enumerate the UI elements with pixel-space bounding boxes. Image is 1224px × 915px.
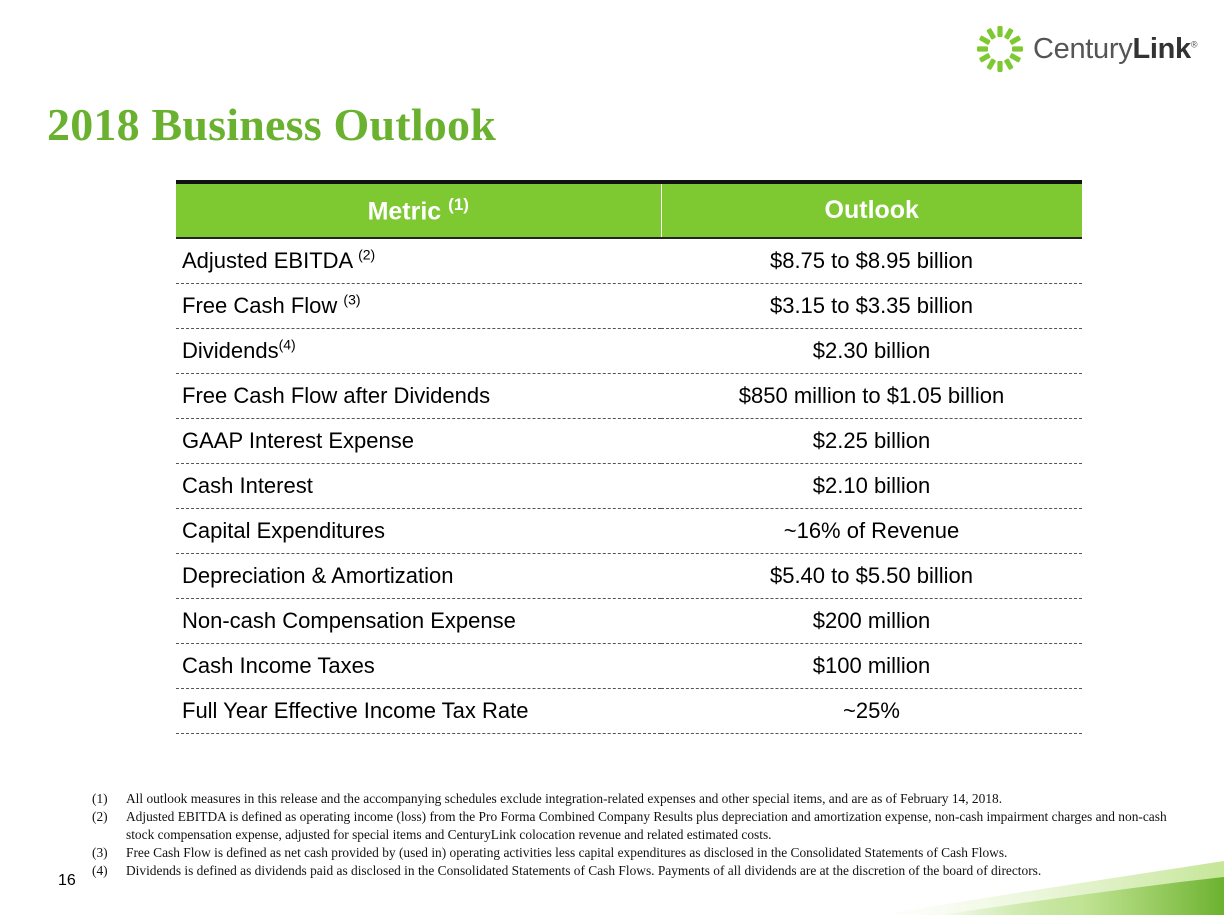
footnote-item: (1) All outlook measures in this release … [92, 790, 1172, 808]
table-row: Full Year Effective Income Tax Rate ~25% [176, 688, 1082, 734]
table-row: Free Cash Flow (3) $3.15 to $3.35 billion [176, 283, 1082, 329]
logo-text-light: Century [1033, 32, 1133, 65]
outlook-value: $850 million to $1.05 billion [661, 373, 1082, 419]
metric-label: Adjusted EBITDA [182, 248, 352, 273]
metric-cell: Free Cash Flow after Dividends [176, 373, 661, 419]
footnote-text: All outlook measures in this release and… [126, 791, 1003, 806]
footnote-text: Dividends is defined as dividends paid a… [126, 863, 1042, 878]
metric-cell: Cash Interest [176, 463, 661, 509]
footnote-item: (2) Adjusted EBITDA is defined as operati… [92, 808, 1172, 844]
metric-cell: GAAP Interest Expense [176, 418, 661, 464]
outlook-value: $5.40 to $5.50 billion [661, 553, 1082, 599]
table-row: Adjusted EBITDA (2) $8.75 to $8.95 billio… [176, 238, 1082, 284]
footnote-text: Free Cash Flow is defined as net cash pr… [126, 845, 1008, 860]
footnote-number: (3) [92, 845, 108, 860]
table-row: Capital Expenditures ~16% of Revenue [176, 508, 1082, 554]
footnote-number: (4) [92, 863, 108, 878]
metric-cell: Capital Expenditures [176, 508, 661, 554]
metric-label: Free Cash Flow [182, 293, 338, 318]
centurylink-logo: CenturyLink® [975, 24, 1198, 74]
outlook-value: ~16% of Revenue [661, 508, 1082, 554]
metric-cell: Full Year Effective Income Tax Rate [176, 688, 661, 734]
metric-label: Capital Expenditures [182, 518, 386, 543]
metric-label: GAAP Interest Expense [182, 428, 414, 453]
metric-cell: Dividends(4) [176, 328, 661, 374]
outlook-value: $3.15 to $3.35 billion [661, 283, 1082, 329]
decorative-swoosh [880, 861, 1224, 915]
outlook-value: $2.25 billion [661, 418, 1082, 464]
registered-mark: ® [1190, 38, 1198, 49]
table-row: Cash Interest $2.10 billion [176, 463, 1082, 509]
footnote-item: (3) Free Cash Flow is defined as net cash… [92, 844, 1172, 862]
page-number: 16 [58, 872, 76, 889]
metric-cell: Depreciation & Amortization [176, 553, 661, 599]
header-metric-note: (1) [448, 194, 469, 214]
logo-wordmark: CenturyLink® [1033, 32, 1198, 66]
header-metric: Metric (1) [176, 180, 662, 239]
header-outlook: Outlook [661, 180, 1082, 239]
metric-label: Dividends [182, 338, 279, 363]
outlook-value: $100 million [661, 643, 1082, 689]
metric-cell: Non-cash Compensation Expense [176, 598, 661, 644]
table-row: Free Cash Flow after Dividends $850 milli… [176, 373, 1082, 419]
metric-footnote-ref: (4) [278, 336, 296, 353]
table-body: Adjusted EBITDA (2) $8.75 to $8.95 billio… [176, 238, 1082, 734]
footnote-number: (1) [92, 791, 108, 806]
table-row: Non-cash Compensation Expense $200 millio… [176, 598, 1082, 644]
metric-label: Full Year Effective Income Tax Rate [182, 698, 529, 723]
metric-label: Cash Interest [182, 473, 313, 498]
outlook-table: Metric (1) Outlook Adjusted EBITDA (2) $8… [176, 180, 1082, 734]
metric-footnote-ref: (2) [358, 246, 376, 263]
metric-cell: Free Cash Flow (3) [176, 283, 661, 329]
outlook-value: $200 million [661, 598, 1082, 644]
page-title: 2018 Business Outlook [47, 99, 496, 150]
outlook-value: ~25% [661, 688, 1082, 734]
metric-cell: Cash Income Taxes [176, 643, 661, 689]
metric-footnote-ref: (3) [343, 291, 361, 308]
table-header-row: Metric (1) Outlook [176, 180, 1082, 239]
table-row: Dividends(4) $2.30 billion [176, 328, 1082, 374]
footnotes: (1) All outlook measures in this release … [92, 790, 1172, 880]
header-metric-label: Metric [367, 197, 442, 226]
metric-cell: Adjusted EBITDA (2) [176, 238, 661, 284]
metric-label: Free Cash Flow after Dividends [182, 383, 491, 408]
outlook-value: $2.10 billion [661, 463, 1082, 509]
footnote-text: Adjusted EBITDA is defined as operating … [126, 809, 1167, 842]
table-row: Cash Income Taxes $100 million [176, 643, 1082, 689]
logo-text-bold: Link [1132, 32, 1191, 65]
outlook-value: $8.75 to $8.95 billion [661, 238, 1082, 284]
metric-label: Non-cash Compensation Expense [182, 608, 516, 633]
table-row: GAAP Interest Expense $2.25 billion [176, 418, 1082, 464]
starburst-logo-icon [977, 26, 1023, 72]
table-row: Depreciation & Amortization $5.40 to $5.5… [176, 553, 1082, 599]
metric-label: Cash Income Taxes [182, 653, 375, 678]
footnote-number: (2) [92, 809, 108, 824]
footnote-item: (4) Dividends is defined as dividends pai… [92, 862, 1172, 880]
metric-label: Depreciation & Amortization [182, 563, 454, 588]
outlook-value: $2.30 billion [661, 328, 1082, 374]
